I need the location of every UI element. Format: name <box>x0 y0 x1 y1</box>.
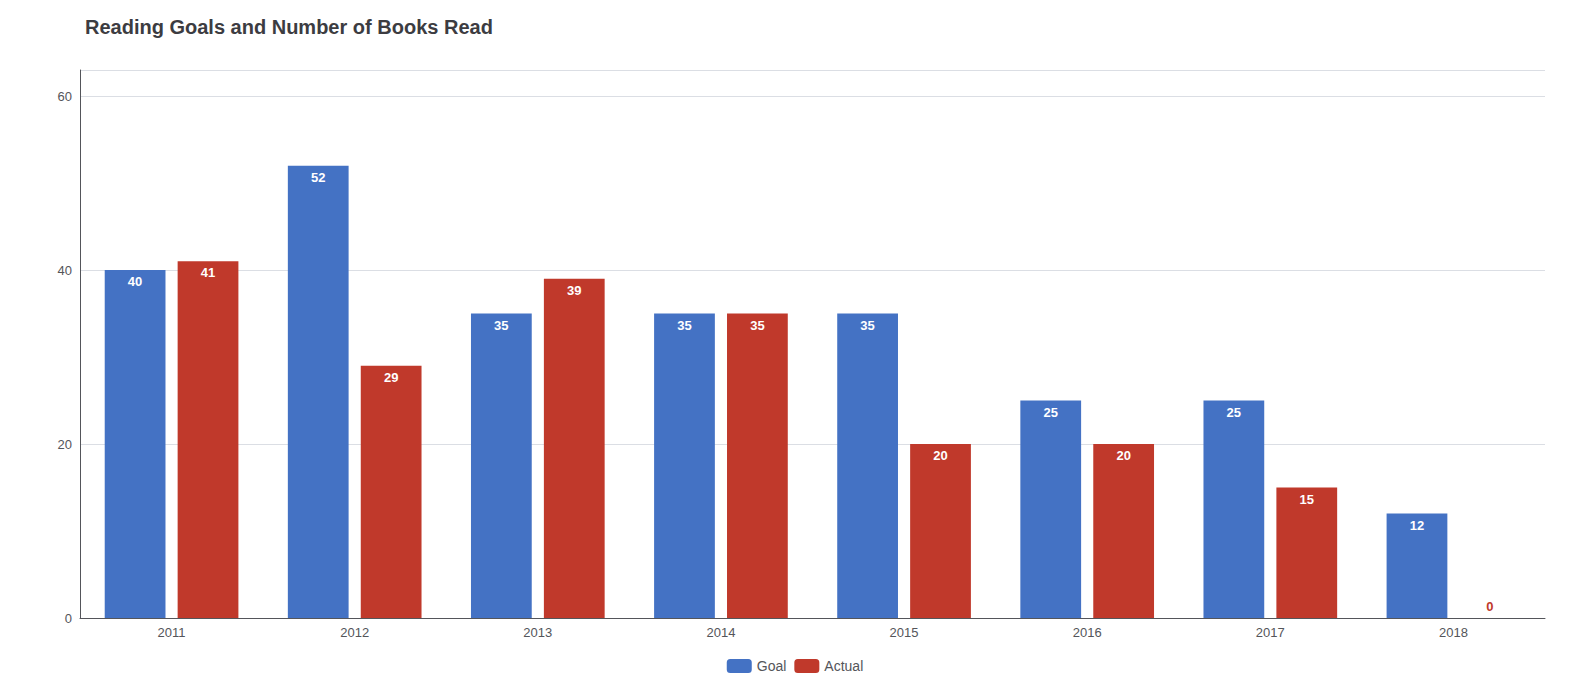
svg-text:25: 25 <box>1227 405 1241 420</box>
svg-text:20: 20 <box>933 448 947 463</box>
svg-text:40: 40 <box>128 274 142 289</box>
svg-text:2012: 2012 <box>340 625 369 640</box>
svg-text:15: 15 <box>1300 492 1314 507</box>
svg-text:2014: 2014 <box>706 625 735 640</box>
svg-text:35: 35 <box>677 318 691 333</box>
svg-text:39: 39 <box>567 283 581 298</box>
svg-text:2016: 2016 <box>1073 625 1102 640</box>
svg-text:52: 52 <box>311 170 325 185</box>
svg-text:Goal: Goal <box>757 658 787 674</box>
svg-text:60: 60 <box>58 89 72 104</box>
svg-text:20: 20 <box>1116 448 1130 463</box>
svg-text:25: 25 <box>1043 405 1057 420</box>
svg-text:35: 35 <box>750 318 764 333</box>
svg-text:2018: 2018 <box>1439 625 1468 640</box>
svg-text:2013: 2013 <box>523 625 552 640</box>
svg-text:40: 40 <box>58 263 72 278</box>
svg-text:35: 35 <box>494 318 508 333</box>
svg-text:0: 0 <box>1486 599 1493 614</box>
svg-text:0: 0 <box>65 611 72 626</box>
svg-text:Actual: Actual <box>824 658 863 674</box>
svg-text:2017: 2017 <box>1256 625 1285 640</box>
svg-text:2011: 2011 <box>158 625 186 640</box>
svg-text:12: 12 <box>1410 518 1424 533</box>
svg-text:35: 35 <box>860 318 874 333</box>
svg-text:Reading Goals and Number of Bo: Reading Goals and Number of Books Read <box>85 16 493 38</box>
svg-text:29: 29 <box>384 370 398 385</box>
svg-text:41: 41 <box>201 265 215 280</box>
svg-text:2015: 2015 <box>890 625 919 640</box>
svg-text:20: 20 <box>58 437 72 452</box>
